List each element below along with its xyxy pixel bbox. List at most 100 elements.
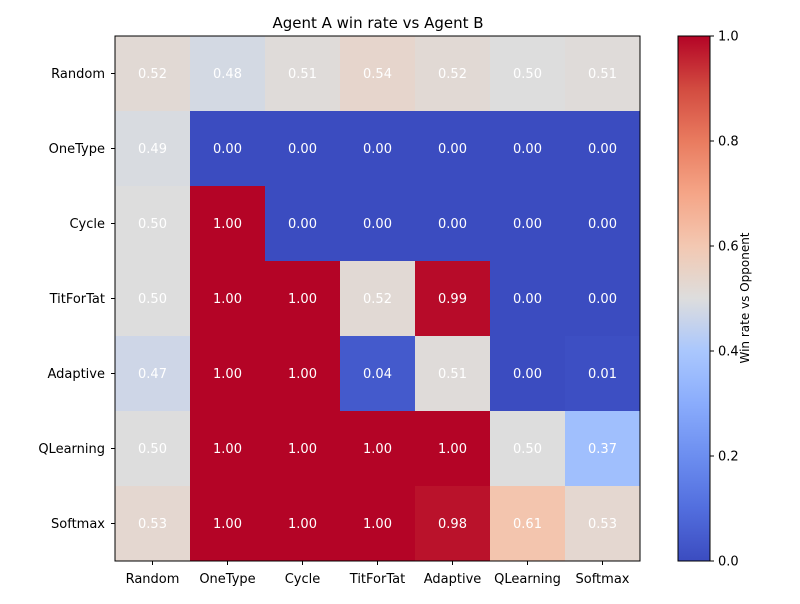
heatmap-cell [565,486,640,561]
cell-value-label: 1.00 [288,442,317,457]
heatmap-cell [265,486,340,561]
cell-value-label: 1.00 [213,442,242,457]
cell-value-label: 0.00 [588,142,617,157]
heatmap-cell [490,186,565,261]
cell-value-label: 0.52 [438,67,467,82]
heatmap-cell [565,261,640,336]
cell-value-label: 0.00 [588,292,617,307]
cell-value-label: 0.51 [588,67,617,82]
heatmap-cell [115,111,190,186]
cell-value-label: 1.00 [288,367,317,382]
x-axis: Random OneType Cycle TitForTat Adaptive QLear… [126,561,630,587]
heatmap-cell [265,261,340,336]
cell-value-label: 0.04 [363,367,392,382]
heatmap-cell [490,336,565,411]
plot-frame [114,35,641,562]
chart-title: Agent A win rate vs Agent B [272,14,483,32]
cell-value-label: 0.50 [138,442,167,457]
colorbar-tick-label: 0.0 [718,555,739,570]
cell-value-label: 0.61 [513,517,542,532]
cell-value-label: 0.50 [138,292,167,307]
colorbar-tick-label: 1.0 [718,30,739,45]
heatmap-cell [115,486,190,561]
cell-value-label: 0.47 [138,367,167,382]
heatmap-cell [415,411,490,486]
x-tick-label: Random [126,572,180,587]
cell-value-label: 0.52 [363,292,392,307]
cell-value-label: 0.48 [213,67,242,82]
colorbar: 0.0 0.2 0.4 0.6 0.8 1.0 [677,30,739,570]
heatmap-cell [565,111,640,186]
x-tick-label: Softmax [576,572,630,587]
x-tick-label: Adaptive [424,572,482,587]
cell-value-label: 0.50 [138,217,167,232]
heatmap-cell [340,261,415,336]
colorbar-tick-label: 0.6 [718,240,739,255]
cell-value-label: 0.00 [363,217,392,232]
heatmap-cell [190,486,265,561]
heatmap-cell [565,411,640,486]
colorbar-label: Win rate vs Opponent [738,232,752,363]
heatmap-cell [565,186,640,261]
x-tick-label: TitForTat [349,572,405,587]
heatmap-cell [190,111,265,186]
heatmap-cell [115,411,190,486]
colorbar-tick-label: 0.8 [718,135,739,150]
heatmap-cell [415,111,490,186]
heatmap-cell [115,36,190,111]
y-tick-label: OneType [49,142,105,157]
cell-value-label: 0.49 [138,142,167,157]
cell-value-label: 0.00 [588,217,617,232]
cell-value-label: 0.00 [513,292,542,307]
cell-value-label: 0.01 [588,367,617,382]
heatmap-cell [265,186,340,261]
colorbar-gradient [677,35,711,562]
y-tick-label: Cycle [69,217,105,232]
y-tick-label: TitForTat [49,292,105,307]
heatmap-cell [415,486,490,561]
cell-value-label: 1.00 [288,517,317,532]
heatmap-cell [490,111,565,186]
heatmap-cells [115,36,640,561]
heatmap-cell [490,36,565,111]
cell-value-label: 0.50 [513,442,542,457]
cell-value-label: 0.51 [288,67,317,82]
cell-value-label: 0.00 [363,142,392,157]
heatmap-cell [415,336,490,411]
heatmap-cell [190,261,265,336]
heatmap-cell [265,36,340,111]
heatmap-cell [340,411,415,486]
heatmap-cell [115,336,190,411]
x-tick-label: Cycle [285,572,321,587]
cell-value-label: 1.00 [213,217,242,232]
cell-value-label: 1.00 [288,292,317,307]
heatmap-cell [115,261,190,336]
cell-value-label: 1.00 [213,517,242,532]
heatmap-cell [415,261,490,336]
heatmap-cell [415,186,490,261]
heatmap-cell [490,261,565,336]
colorbar-tick-label: 0.2 [718,450,739,465]
heatmap-cell [415,36,490,111]
heatmap-cell [190,36,265,111]
heatmap-cell [265,111,340,186]
y-tick-label: QLearning [38,442,105,457]
heatmap-cell [490,411,565,486]
cell-value-label: 0.00 [438,217,467,232]
colorbar-tick-label: 0.4 [718,345,739,360]
cell-value-label: 1.00 [213,367,242,382]
cell-value-label: 0.99 [438,292,467,307]
cell-value-label: 0.51 [438,367,467,382]
cell-value-label: 0.00 [513,217,542,232]
cell-value-label: 1.00 [363,517,392,532]
cell-value-label: 0.54 [363,67,392,82]
x-tick-label: QLearning [494,572,561,587]
y-tick-label: Softmax [51,517,105,532]
cell-value-label: 0.53 [588,517,617,532]
cell-value-label: 0.98 [438,517,467,532]
heatmap-cell [340,486,415,561]
cell-value-label: 0.52 [138,67,167,82]
heatmap-cell [115,186,190,261]
